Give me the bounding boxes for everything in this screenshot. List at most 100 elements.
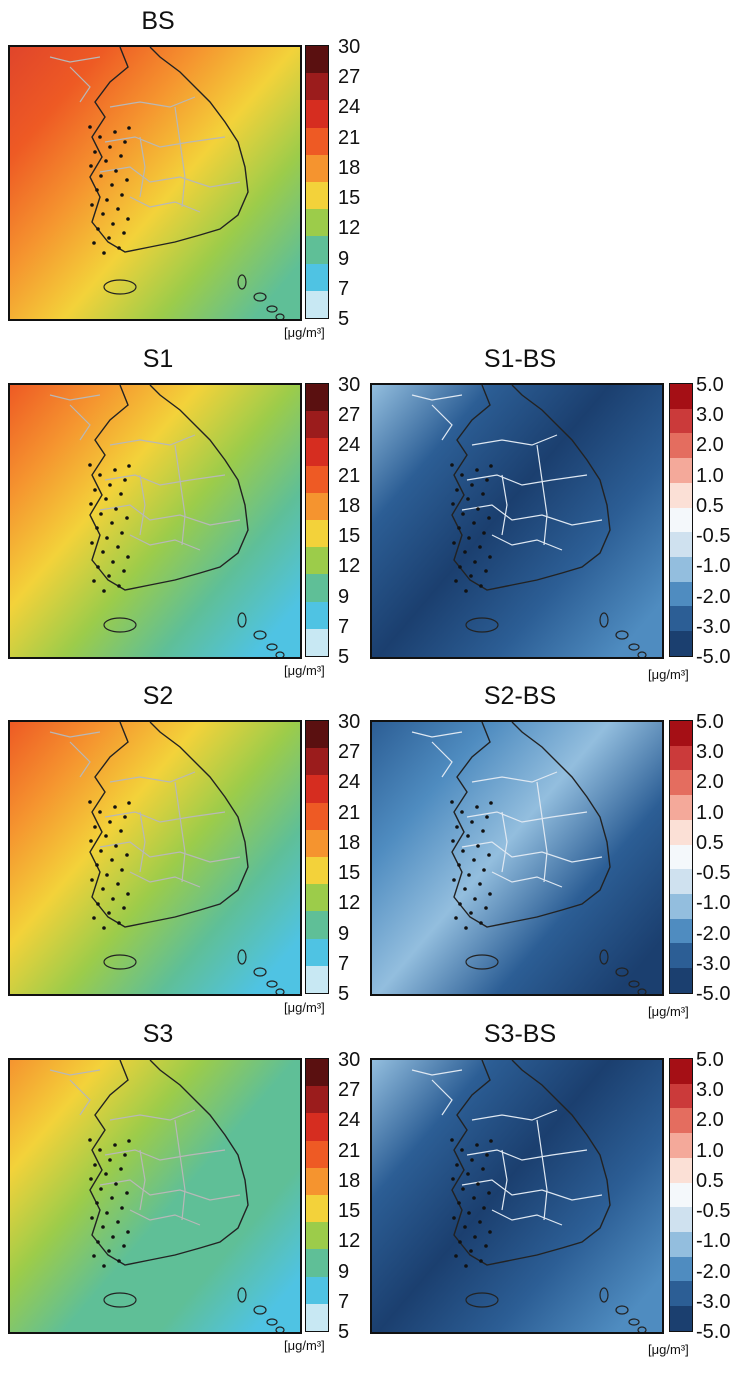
colorbar-segment: [306, 856, 328, 885]
colorbar-tick-label: 5: [338, 646, 350, 668]
province-boundary: [139, 811, 146, 873]
island-marker: [467, 873, 471, 877]
island-marker: [461, 1187, 465, 1191]
unit-label: [μg/m³]: [648, 1004, 689, 1019]
province-boundary: [471, 434, 558, 446]
island-marker: [126, 217, 130, 221]
island-marker: [108, 820, 112, 824]
island-marker: [111, 1235, 115, 1239]
province-boundary: [536, 444, 548, 546]
province-boundary: [411, 394, 463, 401]
island-outline: [266, 305, 278, 313]
island-outline: [237, 1287, 247, 1303]
island-marker: [104, 159, 108, 163]
coastline: [451, 1060, 611, 1266]
island-marker: [123, 478, 127, 482]
island-marker: [110, 858, 114, 862]
panel-title: S2: [142, 682, 174, 710]
colorbar-segment: [670, 581, 692, 607]
colorbar-tick-label: -0.5: [696, 1200, 731, 1223]
province-boundary: [69, 66, 91, 103]
colorbar-tick-label: 24: [338, 771, 361, 794]
colorbar-tick-label: 24: [338, 1109, 361, 1132]
island-marker: [458, 1240, 462, 1244]
island-marker: [450, 463, 454, 467]
island-marker: [450, 1138, 454, 1142]
island-marker: [108, 145, 112, 149]
colorbar-segment: [306, 1249, 328, 1277]
colorbar-segment: [306, 492, 328, 520]
island-marker: [88, 463, 92, 467]
island-marker: [125, 853, 129, 857]
colorbar-segment: [670, 1157, 692, 1183]
island-marker: [111, 222, 115, 226]
island-marker: [470, 1158, 474, 1162]
island-marker: [463, 550, 467, 554]
island-marker: [488, 892, 492, 896]
colorbar-segment: [670, 408, 692, 434]
province-boundary: [69, 1079, 91, 1116]
island-marker: [95, 863, 99, 867]
panel-title: S1-BS: [483, 345, 557, 373]
province-boundary: [491, 534, 563, 551]
island-marker: [92, 1254, 96, 1258]
colorbar-segment: [306, 209, 328, 237]
island-marker: [93, 1163, 97, 1167]
island-marker: [485, 478, 489, 482]
colorbar-segment: [306, 1222, 328, 1250]
island-marker: [96, 227, 100, 231]
island-marker: [484, 1244, 488, 1248]
island-marker: [454, 1254, 458, 1258]
island-outline: [637, 651, 647, 657]
colorbar-tick-label: 15: [338, 187, 361, 210]
province-boundary: [501, 474, 508, 536]
colorbar-tick-label: -3.0: [696, 952, 731, 975]
island-marker: [473, 560, 477, 564]
colorbar: [669, 1058, 693, 1332]
colorbar-segment: [670, 943, 692, 969]
colorbar-tick-label: 12: [338, 555, 361, 578]
island-marker: [487, 1191, 491, 1195]
island-marker: [478, 545, 482, 549]
colorbar-tick-label: 7: [338, 277, 350, 300]
province-boundary: [411, 1069, 463, 1076]
island-marker: [101, 1225, 105, 1229]
island-marker: [105, 1211, 109, 1215]
island-marker: [88, 125, 92, 129]
island-marker: [460, 1148, 464, 1152]
colorbar-segment: [306, 411, 328, 439]
island-marker: [98, 810, 102, 814]
colorbar-segment: [670, 770, 692, 796]
colorbar-tick-label: 2.0: [696, 1109, 724, 1132]
colorbar-segment: [306, 290, 328, 318]
island-marker: [105, 873, 109, 877]
island-marker: [107, 1249, 111, 1253]
colorbar-tick-label: 21: [338, 126, 361, 149]
island-marker: [489, 801, 493, 805]
island-marker: [93, 825, 97, 829]
colorbar-segment: [306, 384, 328, 412]
island-marker: [116, 1220, 120, 1224]
colorbar-tick-label: 9: [338, 922, 350, 945]
province-boundary: [99, 841, 241, 863]
province-boundary: [431, 404, 453, 441]
island-marker: [107, 911, 111, 915]
colorbar-tick-label: -5.0: [696, 646, 731, 668]
island-marker: [89, 1177, 93, 1181]
island-outline: [237, 949, 247, 965]
colorbar-tick-label: -0.5: [696, 862, 731, 885]
colorbar-segment: [306, 73, 328, 101]
island-outline: [615, 1305, 629, 1315]
island-marker: [117, 584, 121, 588]
concentration-map: [8, 383, 302, 659]
island-outline: [253, 292, 267, 302]
map-svg: [10, 722, 300, 994]
island-marker: [481, 829, 485, 833]
colorbar-tick-label: 3.0: [696, 1079, 724, 1102]
island-marker: [472, 521, 476, 525]
island-marker: [469, 574, 473, 578]
island-marker: [95, 188, 99, 192]
island-marker: [487, 853, 491, 857]
concentration-map: [8, 1058, 302, 1334]
panel-title: S3: [142, 1020, 174, 1048]
